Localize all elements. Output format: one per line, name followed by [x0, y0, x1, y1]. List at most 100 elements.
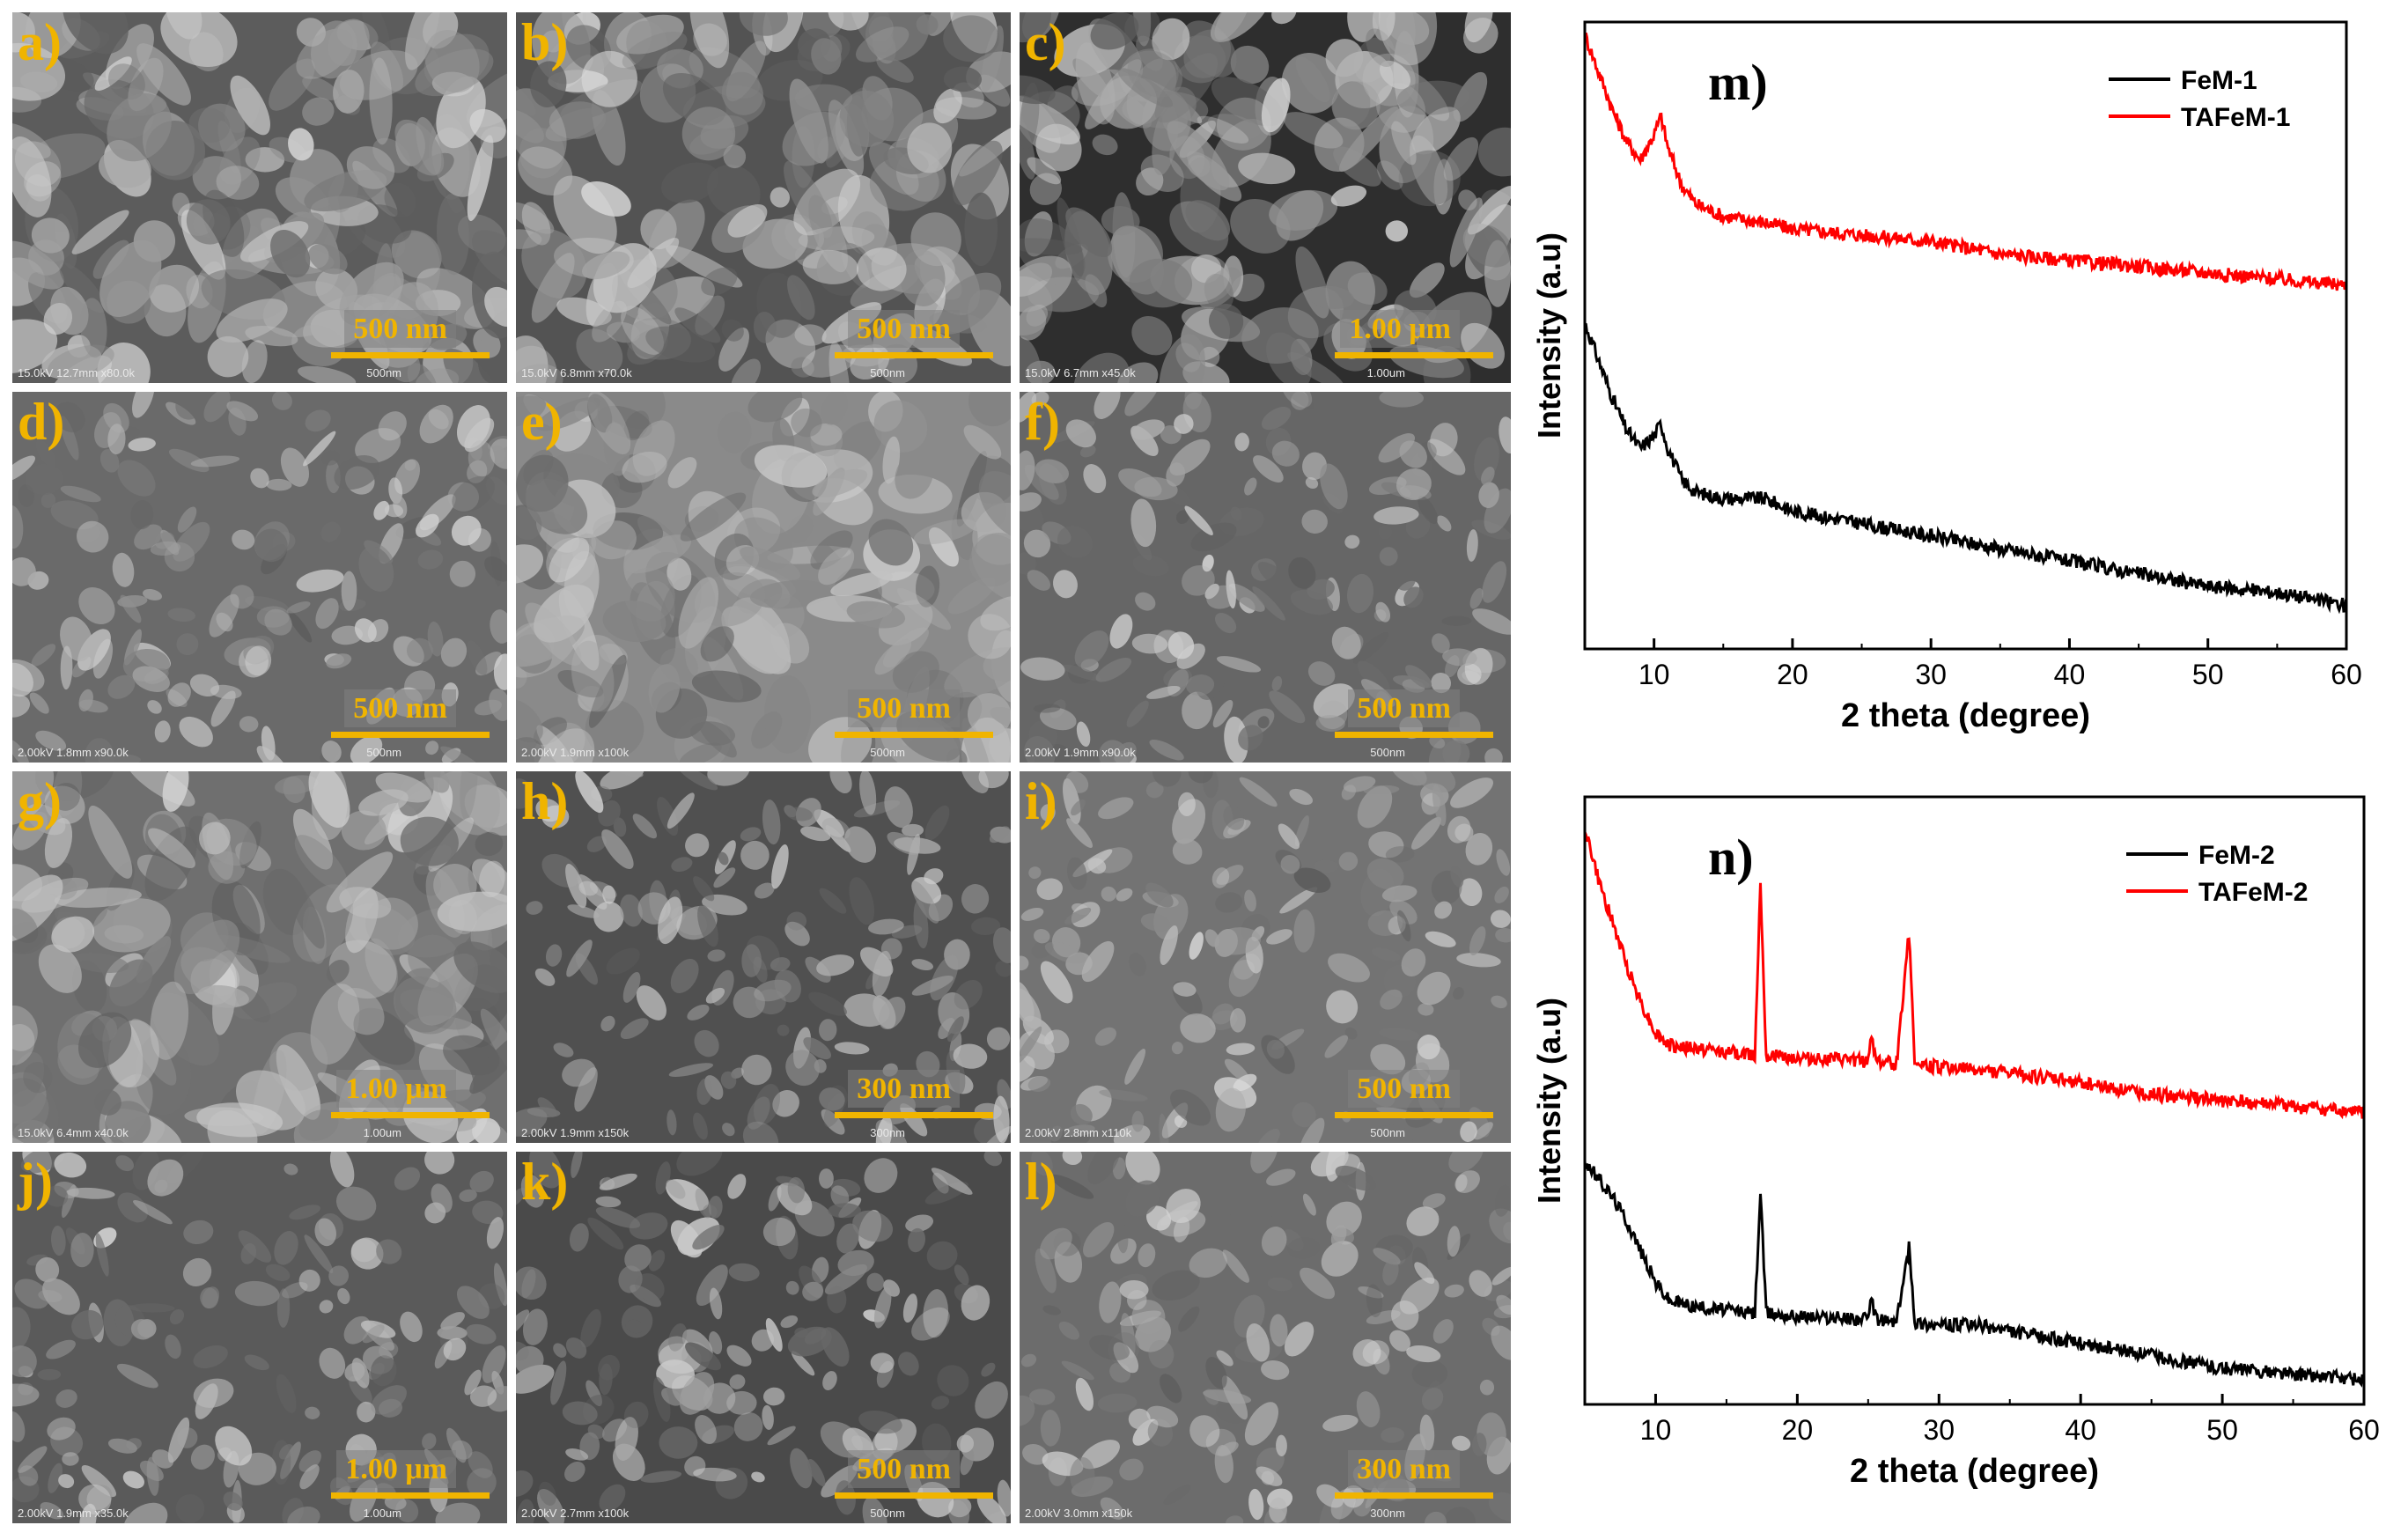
sem-particle — [1490, 910, 1511, 928]
sem-particle — [938, 1018, 955, 1040]
sem-particle — [302, 76, 339, 100]
sem-particle — [416, 513, 439, 538]
sem-particle — [60, 485, 101, 503]
sem-particle — [1113, 741, 1137, 763]
sem-particle — [742, 1121, 779, 1143]
sem-particle — [339, 887, 392, 919]
sem-particle — [625, 317, 691, 360]
sem-particle — [636, 985, 666, 1021]
sem-particle — [740, 827, 762, 842]
sem-particle — [674, 307, 721, 343]
sem-particle — [791, 357, 814, 378]
sem-particle — [1135, 592, 1156, 611]
sem-particle — [271, 1440, 291, 1485]
sem-particle — [202, 1286, 220, 1309]
sem-particle — [534, 584, 595, 643]
sem-particle — [640, 209, 677, 250]
sem-particle — [1411, 816, 1442, 850]
sem-particle — [1496, 1294, 1511, 1315]
sem-particle — [1385, 846, 1415, 863]
sem-particle — [944, 647, 1011, 698]
sem-particle — [695, 1188, 711, 1219]
sem-particle — [866, 1272, 885, 1292]
sem-particle — [1020, 908, 1044, 921]
sem-particle — [1159, 1113, 1169, 1143]
sem-particle — [1130, 498, 1157, 548]
sem-particle — [635, 1273, 665, 1301]
sem-particle — [531, 253, 575, 323]
sem-particle — [954, 979, 983, 1010]
sem-particle — [1226, 1515, 1244, 1523]
scale-label: 1.00 μm — [336, 1449, 456, 1488]
sem-particle — [209, 593, 239, 637]
sem-particle — [1447, 1226, 1461, 1257]
sem-particle — [154, 532, 175, 549]
sem-particle — [103, 402, 129, 433]
sem-particle — [149, 264, 200, 313]
sem-particle — [1331, 81, 1381, 130]
xrd-chart-m: 10 20 30 40 50 60 2 theta (degree) Intensity (a… — [1531, 20, 2362, 734]
sem-particle — [956, 1434, 975, 1453]
sem-meta: 15.0kV 6.4mm x40.0k — [18, 1126, 129, 1139]
sem-particle — [1131, 419, 1165, 440]
sem-particle — [391, 230, 442, 279]
sem-particle — [516, 1266, 547, 1301]
sem-particle — [1460, 1121, 1477, 1142]
sem-particle — [1230, 198, 1291, 254]
panel-label: h) — [521, 772, 569, 830]
sem-particle — [1477, 127, 1511, 177]
sem-particle — [278, 1444, 294, 1460]
sem-particle — [1261, 77, 1291, 133]
sem-particle — [378, 1398, 403, 1418]
sem-particle — [534, 968, 556, 986]
sem-particle — [1230, 506, 1242, 521]
sem-particle — [12, 1345, 37, 1377]
sem-particle — [849, 877, 875, 925]
sem-particle — [516, 335, 549, 383]
sem-particle — [1291, 392, 1309, 410]
sem-particle — [394, 1167, 421, 1190]
sem-particle — [1033, 704, 1061, 713]
sem-particle — [814, 809, 844, 837]
sem-particle — [525, 602, 582, 666]
sem-particle — [689, 721, 735, 746]
sem-particle — [1469, 926, 1486, 955]
sem-particle — [464, 785, 507, 836]
sem-particle — [1391, 121, 1417, 166]
sem-particle — [1284, 1321, 1315, 1357]
sem-particle — [873, 1286, 892, 1329]
sem-particle — [1020, 12, 1051, 43]
sem-particle — [405, 12, 441, 70]
sem-particle — [865, 12, 930, 62]
x-tick-label: 60 — [2348, 1414, 2380, 1446]
sem-particle — [1316, 1484, 1344, 1508]
sem-particle — [232, 529, 255, 550]
sem-particle — [1481, 467, 1495, 486]
sem-meta: 2.00kV 1.9mm x90.0k — [1025, 746, 1136, 759]
sem-particle — [709, 1287, 723, 1320]
sem-particle — [518, 146, 573, 196]
sem-particle — [1216, 865, 1244, 885]
sem-particle — [522, 1308, 548, 1345]
x-tick-label: 40 — [2065, 1414, 2096, 1446]
sem-particle — [1224, 1058, 1250, 1082]
sem-particle — [456, 405, 490, 449]
scale-bar — [331, 1112, 490, 1118]
sem-particle — [14, 1278, 49, 1309]
sem-particle — [1025, 360, 1056, 383]
sem-particle — [319, 1347, 346, 1379]
sem-particle — [357, 1401, 376, 1423]
sem-particle — [493, 653, 507, 690]
sem-particle — [283, 776, 306, 804]
sem-particle — [239, 821, 261, 869]
sem-particle — [598, 1354, 620, 1381]
sem-particle — [37, 1368, 62, 1381]
sem-particle — [1357, 785, 1393, 829]
sem-particle — [1057, 525, 1093, 558]
sem-particle — [423, 771, 450, 793]
sem-particle — [765, 1317, 783, 1352]
sem-particle — [1180, 1013, 1216, 1043]
sem-particle — [989, 728, 1011, 763]
legend-label: FeM-1 — [2181, 66, 2257, 95]
sem-particle — [1128, 1408, 1151, 1430]
